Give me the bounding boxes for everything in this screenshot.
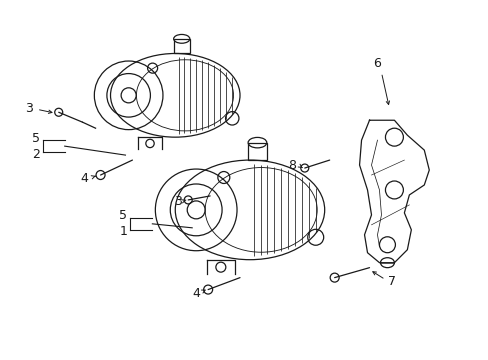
- Text: 7: 7: [387, 275, 396, 288]
- Text: 1: 1: [120, 225, 127, 238]
- Text: 8: 8: [287, 158, 295, 172]
- Text: 4: 4: [81, 171, 88, 185]
- Text: 6: 6: [373, 57, 381, 70]
- Text: 5: 5: [32, 132, 40, 145]
- Bar: [173, 39, 189, 54]
- Bar: [247, 143, 266, 160]
- Text: 4: 4: [192, 287, 200, 300]
- Text: 2: 2: [32, 148, 40, 161]
- Text: 3: 3: [25, 102, 33, 115]
- Text: 5: 5: [119, 210, 127, 222]
- Text: 3: 3: [174, 195, 182, 208]
